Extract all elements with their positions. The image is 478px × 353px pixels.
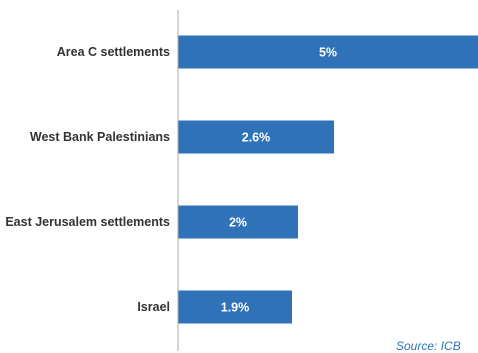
category-label-israel: Israel xyxy=(137,300,170,314)
category-labels-group: Area C settlements West Bank Palestinians… xyxy=(5,45,170,314)
value-label-area-c-settlements: 5% xyxy=(319,46,337,60)
category-label-west-bank-palestinians: West Bank Palestinians xyxy=(30,130,170,144)
value-label-israel: 1.9% xyxy=(221,301,250,315)
source-note: Source: ICB xyxy=(396,339,461,353)
bar-israel xyxy=(178,290,292,324)
value-label-west-bank-palestinians: 2.6% xyxy=(242,131,271,145)
bar-west-bank-palestinians xyxy=(178,120,334,154)
bar-east-jerusalem-settlements xyxy=(178,205,298,239)
bars-group xyxy=(178,35,478,324)
category-label-east-jerusalem-settlements: East Jerusalem settlements xyxy=(5,215,170,229)
bar-area-c-settlements xyxy=(178,35,478,69)
value-labels-group: 5% 2.6% 2% 1.9% xyxy=(221,46,337,315)
value-label-east-jerusalem-settlements: 2% xyxy=(229,216,247,230)
category-label-area-c-settlements: Area C settlements xyxy=(57,45,170,59)
